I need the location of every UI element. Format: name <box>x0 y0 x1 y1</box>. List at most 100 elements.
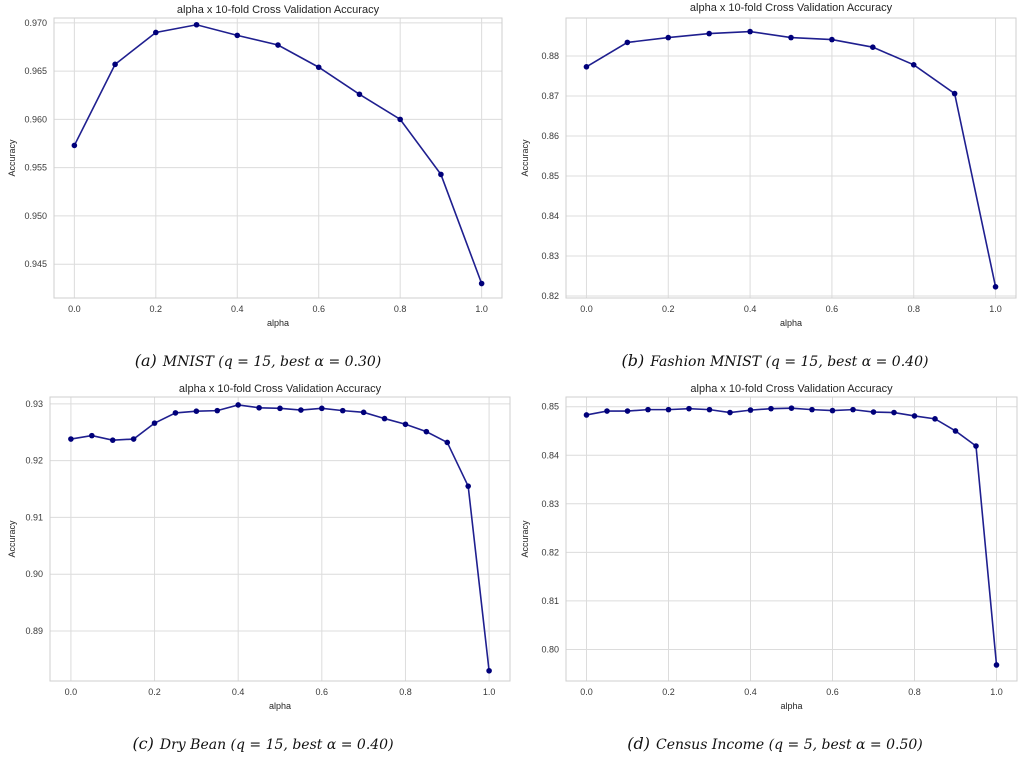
data-point <box>973 443 979 449</box>
y-tick-label: 0.970 <box>24 18 47 28</box>
y-tick-label: 0.92 <box>25 456 43 466</box>
y-axis-label: Accuracy <box>7 520 17 558</box>
x-tick-label: 0.4 <box>232 687 245 697</box>
data-point <box>109 437 116 443</box>
x-tick-label: 0.4 <box>231 304 244 314</box>
x-tick-label: 1.0 <box>483 687 496 697</box>
y-tick-label: 0.86 <box>541 131 559 141</box>
data-point <box>788 405 795 411</box>
chart-panel-a: 0.0 0.2 0.4 0.6 0.8 1.0 0.945 0.950 0.955 0.960 0.… <box>7 4 503 370</box>
y-tick-label: 0.945 <box>24 259 47 269</box>
x-tick-label: 0.6 <box>316 687 329 697</box>
y-tick-label: 0.85 <box>541 402 559 412</box>
y-tick-label: 0.955 <box>24 163 47 173</box>
plot-area-frame <box>53 17 503 299</box>
data-point <box>130 436 137 442</box>
chart-panel-c: 0.0 0.2 0.4 0.6 0.8 1.0 0.89 0.90 0.91 0.92 0.93 al… <box>7 383 511 753</box>
data-point <box>339 407 346 414</box>
data-point <box>381 415 388 422</box>
data-point <box>193 408 200 415</box>
data-point <box>952 428 959 434</box>
data-point <box>275 42 281 48</box>
data-point <box>478 280 485 287</box>
x-tick-label: 0.8 <box>394 304 407 314</box>
x-tick-label: 0.2 <box>150 304 163 314</box>
data-point <box>172 410 179 416</box>
data-point <box>992 284 999 290</box>
y-tick-label: 0.960 <box>24 114 47 124</box>
y-tick-label: 0.87 <box>541 91 559 101</box>
y-tick-label: 0.80 <box>541 644 559 654</box>
plot-area-frame <box>565 17 1017 299</box>
x-axis-label: alpha <box>267 318 289 328</box>
y-tick-label: 0.91 <box>25 512 43 522</box>
chart-title: alpha x 10-fold Cross Validation Accurac… <box>690 2 893 14</box>
x-tick-label: 1.0 <box>990 687 1003 697</box>
data-point <box>402 421 409 428</box>
x-tick-label: 0.4 <box>744 304 757 314</box>
caption-label: (c) <box>132 734 153 753</box>
data-point <box>465 483 471 489</box>
caption-text: Census Income (q = 5, best α = 0.50) <box>656 737 923 753</box>
data-point <box>604 408 610 414</box>
data-point <box>747 28 753 35</box>
x-tick-label: 0.8 <box>399 687 412 697</box>
y-tick-label: 0.84 <box>541 450 559 460</box>
y-axis-label: Accuracy <box>7 139 17 177</box>
x-tick-label: 0.8 <box>908 687 921 697</box>
chart-title: alpha x 10-fold Cross Validation Accurac… <box>179 383 382 395</box>
data-point <box>768 405 774 412</box>
caption-text: Dry Bean (q = 15, best α = 0.40) <box>159 737 394 753</box>
figure-caption: (c) Dry Bean (q = 15, best α = 0.40) <box>132 734 393 753</box>
x-tick-label: 1.0 <box>475 304 488 314</box>
data-point <box>423 428 430 435</box>
y-tick-label: 0.81 <box>541 596 559 606</box>
data-point <box>665 406 672 413</box>
plot-area-frame <box>565 396 1018 682</box>
y-tick-label: 0.83 <box>541 251 559 261</box>
y-tick-label: 0.82 <box>541 291 559 301</box>
data-point <box>112 61 118 68</box>
y-tick-label: 0.93 <box>25 399 43 409</box>
x-tick-label: 1.0 <box>989 304 1002 314</box>
data-point <box>234 32 241 39</box>
y-tick-label: 0.84 <box>541 211 559 221</box>
data-point <box>706 406 713 413</box>
y-axis-label: Accuracy <box>520 520 530 558</box>
x-tick-label: 0.0 <box>68 304 81 314</box>
x-axis-label: alpha <box>269 701 291 711</box>
data-point <box>583 64 590 70</box>
data-point <box>444 439 451 446</box>
figure-caption: (d) Census Income (q = 5, best α = 0.50) <box>627 734 923 753</box>
data-point <box>891 409 897 416</box>
data-point <box>397 116 403 123</box>
caption-label: (a) <box>135 351 157 370</box>
plot-area-frame <box>49 396 511 682</box>
data-point <box>911 413 918 419</box>
data-point <box>645 406 651 413</box>
data-point <box>910 62 917 68</box>
data-point <box>486 667 492 674</box>
data-point <box>71 142 78 149</box>
y-tick-label: 0.965 <box>24 66 47 76</box>
data-point <box>319 405 325 412</box>
chart-panel-d: 0.0 0.2 0.4 0.6 0.8 1.0 0.80 0.81 0.82 0.83 0.84 0.… <box>520 383 1018 753</box>
y-tick-label: 0.89 <box>25 626 43 636</box>
data-point <box>829 36 835 43</box>
data-point <box>829 407 836 414</box>
data-point <box>727 409 733 416</box>
y-tick-label: 0.83 <box>541 499 559 509</box>
y-tick-label: 0.85 <box>541 171 559 181</box>
series-line <box>586 30 997 287</box>
data-point <box>665 34 672 41</box>
data-point <box>193 21 200 28</box>
series-line <box>586 407 998 666</box>
y-tick-label: 0.90 <box>25 569 43 579</box>
data-point <box>315 64 322 71</box>
y-axis-label: Accuracy <box>520 139 530 177</box>
data-point <box>870 44 876 50</box>
x-tick-label: 0.8 <box>907 304 920 314</box>
x-tick-label: 0.2 <box>148 687 161 697</box>
y-tick-label: 0.82 <box>541 547 559 557</box>
